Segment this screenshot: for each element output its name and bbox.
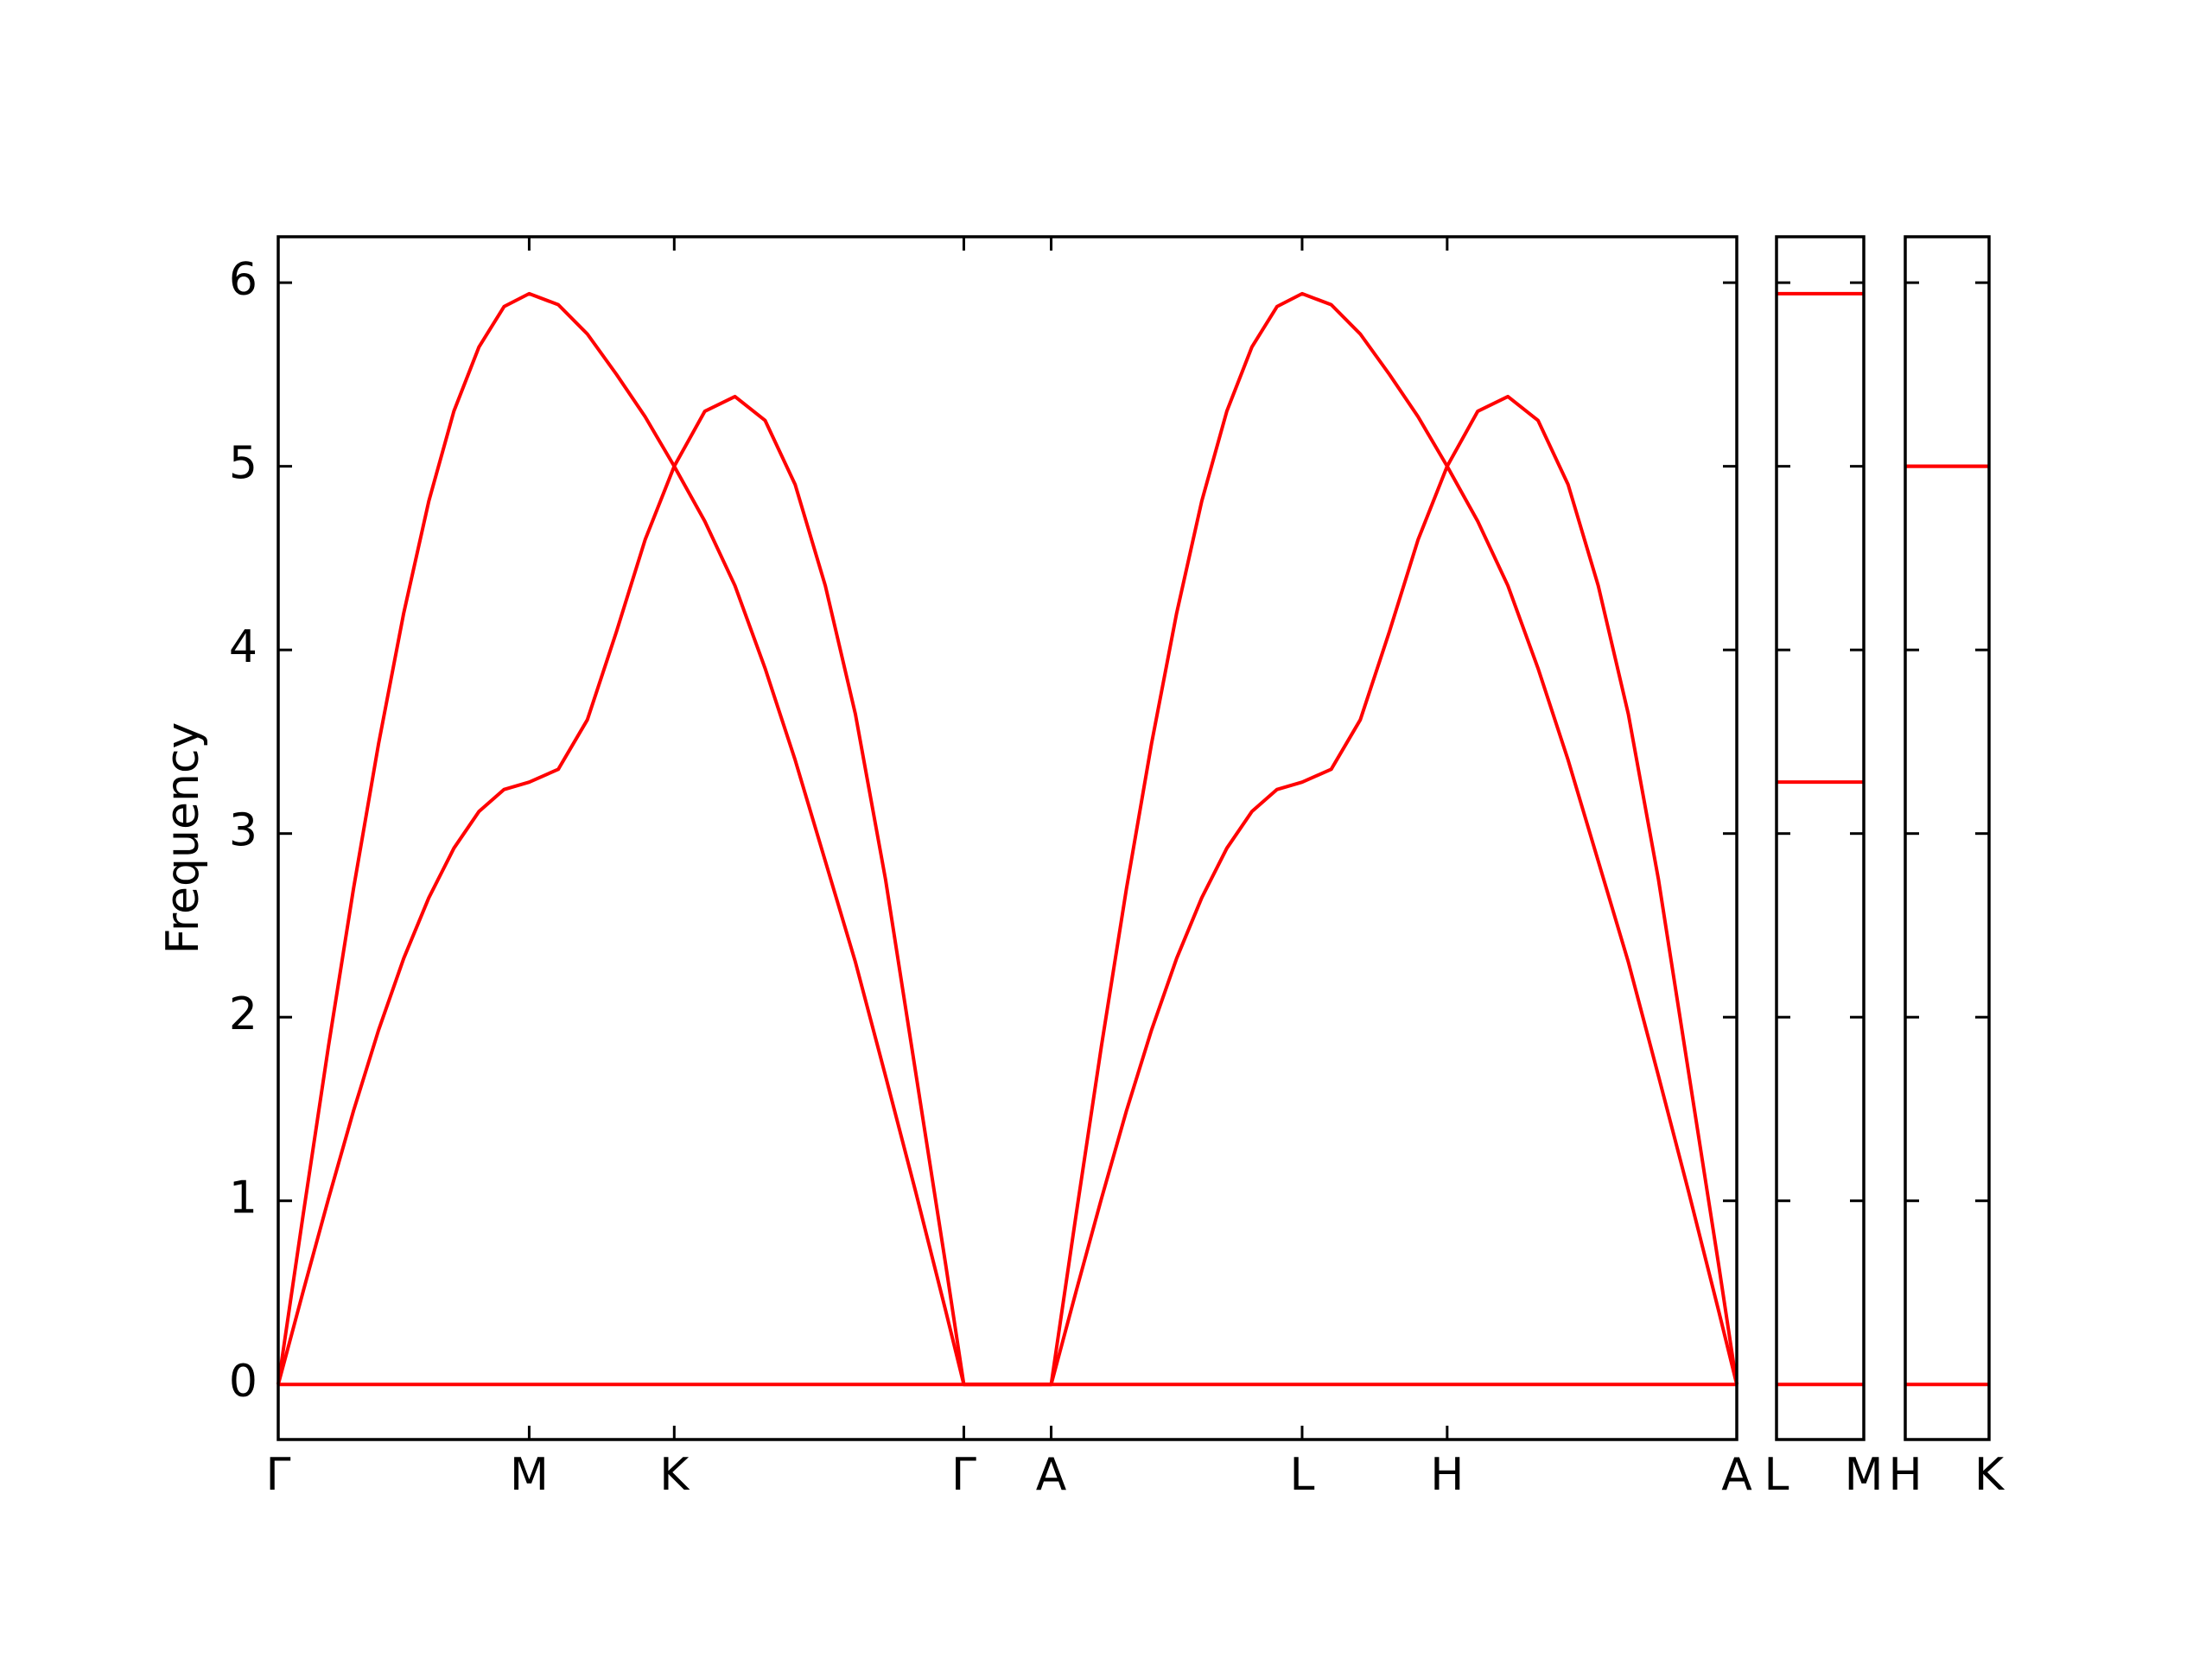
x-tick-label: M <box>510 1449 549 1501</box>
plot-frame <box>1775 235 1866 1441</box>
y-tick-label: 6 <box>229 254 257 306</box>
x-tick-label: H <box>1430 1449 1464 1501</box>
y-tick-label: 3 <box>229 805 257 857</box>
y-tick-label: 4 <box>229 621 257 673</box>
band-line <box>276 394 1738 1387</box>
band-line <box>276 291 1738 1387</box>
x-tick-label: A <box>1036 1449 1067 1501</box>
y-tick-label: 0 <box>229 1356 257 1408</box>
x-tick-label: L <box>1764 1449 1789 1501</box>
x-tick-label: M <box>1845 1449 1884 1501</box>
y-axis-label: Frequency <box>157 722 209 955</box>
y-tick-label: 1 <box>229 1173 257 1224</box>
x-tick-label: K <box>1974 1449 2005 1501</box>
plot-frame <box>276 235 1738 1441</box>
y-tick-label: 2 <box>229 988 257 1040</box>
x-tick-label: L <box>1289 1449 1314 1501</box>
x-tick-label: K <box>659 1449 690 1501</box>
x-tick-label: Γ <box>951 1449 976 1501</box>
plot-frame <box>1904 235 1991 1441</box>
x-tick-label: A <box>1721 1449 1752 1501</box>
x-tick-label: H <box>1888 1449 1922 1501</box>
x-tick-label: Γ <box>266 1449 291 1501</box>
y-tick-label: 5 <box>229 438 257 490</box>
